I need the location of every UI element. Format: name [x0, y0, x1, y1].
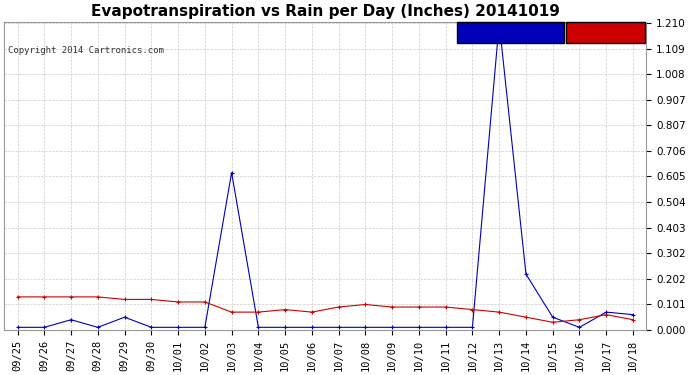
Text: Copyright 2014 Cartronics.com: Copyright 2014 Cartronics.com [8, 46, 164, 55]
Text: ET  (Inches): ET (Inches) [570, 28, 640, 38]
Text: Rain  (Inches): Rain (Inches) [470, 28, 552, 38]
Title: Evapotranspiration vs Rain per Day (Inches) 20141019: Evapotranspiration vs Rain per Day (Inch… [91, 4, 560, 19]
